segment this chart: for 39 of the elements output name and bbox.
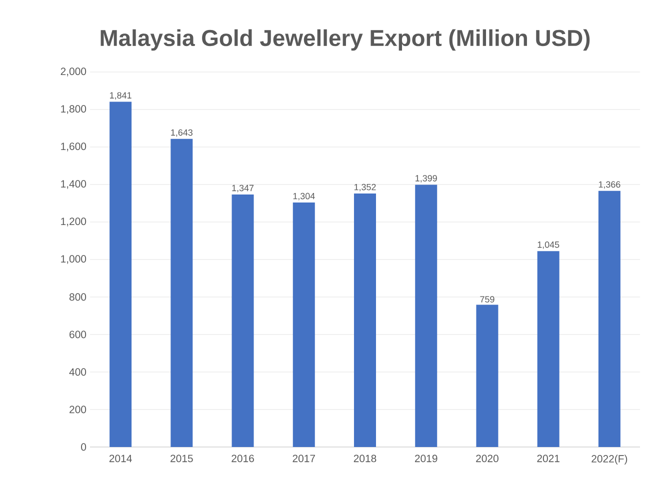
bar	[476, 304, 498, 447]
data-label: 1,352	[354, 184, 376, 192]
x-tick-label: 2014	[109, 454, 132, 462]
y-tick-label: 1,600	[61, 142, 86, 152]
bar	[598, 190, 620, 447]
x-tick-label: 2015	[170, 454, 193, 462]
data-label: 1,643	[171, 129, 192, 137]
y-tick-label: 1,400	[61, 180, 86, 189]
data-label: 1,045	[538, 241, 560, 249]
x-tick-label: 2017	[292, 454, 315, 462]
bar	[537, 251, 560, 447]
x-tick-label: 2022(F)	[592, 454, 628, 465]
bar	[415, 184, 438, 447]
bar	[110, 102, 132, 447]
x-tick-label: 2020	[476, 454, 498, 462]
y-tick-label: 2,000	[60, 68, 86, 76]
data-label: 1,347	[232, 184, 254, 192]
bar	[292, 202, 315, 447]
data-label: 759	[480, 296, 494, 302]
y-tick-label: 1,800	[61, 105, 86, 114]
x-tick-label: 2016	[232, 454, 254, 462]
x-tick-label: 2019	[415, 454, 438, 462]
chart-title: Malaysia Gold Jewellery Export (Million USD)	[100, 29, 590, 51]
data-label: 1,366	[598, 181, 620, 189]
y-tick-label: 600	[70, 330, 86, 338]
data-label: 1,841	[110, 92, 132, 100]
y-tick-label: 1,200	[61, 218, 86, 226]
x-tick-label: 2018	[354, 454, 376, 462]
data-label: 1,304	[293, 192, 315, 200]
y-tick-label: 0	[81, 443, 86, 451]
bar	[232, 194, 254, 447]
y-tick-label: 400	[69, 368, 86, 376]
x-tick-label: 2021	[537, 454, 560, 462]
bar	[170, 138, 193, 447]
bar	[354, 194, 376, 447]
y-tick-label: 200	[70, 406, 86, 414]
data-label: 1,399	[416, 175, 437, 182]
y-tick-label: 1,000	[61, 255, 86, 264]
y-tick-label: 800	[69, 293, 86, 301]
